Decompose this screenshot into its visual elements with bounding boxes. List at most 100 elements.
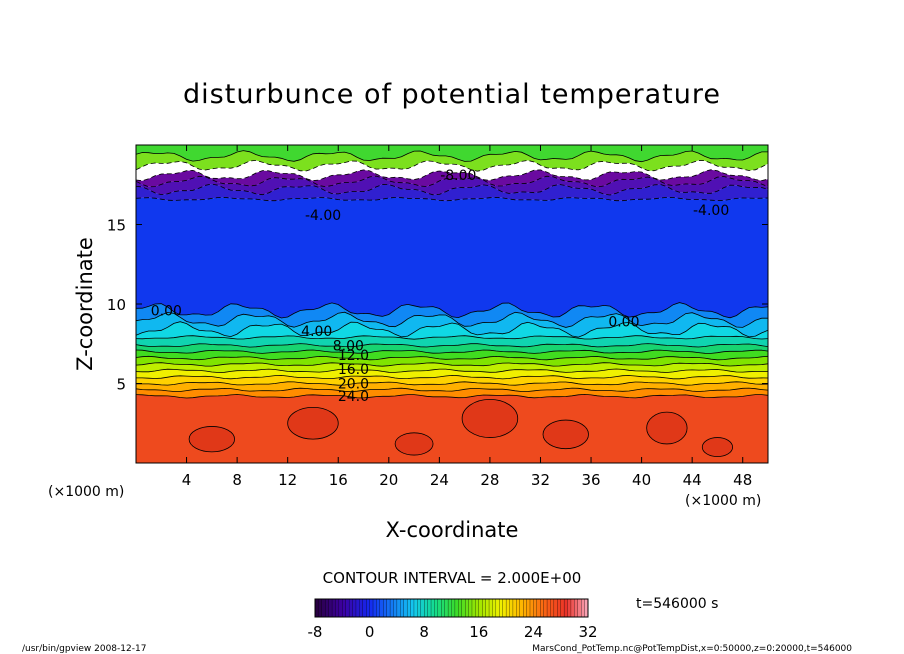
colorbar-cell-59 [516, 598, 521, 618]
colorbar-cell-72 [560, 598, 565, 618]
colorbar-cell-48 [478, 598, 483, 618]
colorbar-cell-27 [406, 598, 412, 618]
y-tick-label-2: 15 [107, 217, 126, 235]
colorbar-cell-75 [570, 598, 575, 618]
contour-line-2 [136, 387, 768, 393]
colorbar-cell-19 [379, 598, 384, 618]
perturbation-5 [646, 411, 688, 445]
x-unit-left: (×1000 m) [48, 484, 124, 500]
x-tick-label-11: 48 [733, 471, 752, 489]
band-13 [136, 197, 768, 318]
x-axis-label: X-coordinate [386, 518, 519, 542]
colorbar-cell-52 [492, 598, 497, 618]
contour-line-6 [136, 362, 768, 367]
band-14 [136, 184, 768, 201]
colorbar-cell-69 [550, 598, 555, 618]
colorbar-cell-25 [400, 598, 405, 618]
colorbar-cell-8 [342, 598, 347, 618]
colorbar-cell-32 [424, 598, 429, 618]
surface-perturbations [188, 399, 734, 458]
band-11 [136, 312, 768, 338]
colorbar-cell-40 [451, 598, 456, 618]
plot-area: -4.00 -4.00 0.00 0.00 4.008.0012.016.020.024… [136, 145, 768, 463]
colorbar-cell-53 [495, 598, 500, 618]
contour-line-16 [136, 175, 768, 188]
perturbation-3 [461, 399, 519, 438]
colorbar [314, 598, 589, 618]
contour-label-8: 20.0 [338, 377, 369, 393]
band-17 [136, 160, 768, 181]
band-8 [136, 343, 768, 354]
colorbar-cell-14 [362, 598, 367, 618]
colorbar-cell-29 [413, 598, 418, 618]
band-15 [136, 176, 768, 195]
colorbar-ticks: -8 0 8 16 24 32 [308, 623, 598, 641]
colorbar-cell-3 [325, 598, 330, 618]
colorbar-cell-41 [454, 598, 459, 618]
perturbation-2 [394, 432, 434, 456]
colorbar-tick-label-4: 24 [524, 623, 543, 641]
colorbar-cell-20 [383, 598, 388, 618]
x-tick-label-10: 44 [683, 471, 702, 489]
colorbar-cell-62 [526, 598, 531, 618]
colorbar-cell-18 [376, 598, 381, 618]
colorbar-cell-42 [458, 598, 463, 618]
band-7 [136, 350, 768, 360]
x-tick-label-1: 8 [232, 471, 242, 489]
contour-label-10: -8.00 [440, 168, 476, 184]
time-label: t=546000 s [636, 596, 718, 612]
perturbation-6 [701, 437, 734, 458]
contour-line-11 [136, 321, 768, 338]
x-tick-label-3: 16 [329, 471, 348, 489]
contour-line-5 [136, 368, 768, 373]
perturbation-4 [542, 419, 589, 450]
x-axis-ticks: 4 8 12 16 20 24 28 32 36 40 44 48 [182, 145, 752, 489]
colorbar-cell-43 [461, 598, 466, 618]
y-axis-ticks: 5 10 15 [107, 217, 768, 394]
x-tick-label-9: 40 [632, 471, 651, 489]
contour-label-5: 8.00 [333, 338, 364, 354]
contour-label-7: 16.0 [338, 362, 369, 378]
colorbar-cell-47 [475, 598, 480, 618]
colorbar-cell-4 [328, 598, 333, 618]
contour-labels: -4.00 -4.00 0.00 0.00 4.008.0012.016.020.024… [151, 168, 729, 405]
contour-line-9 [136, 343, 768, 348]
colorbar-cell-50 [485, 598, 490, 618]
colorbar-cell-21 [386, 598, 391, 618]
colorbar-cell-13 [359, 598, 364, 618]
colorbar-cell-70 [553, 598, 558, 618]
contour-line-10 [136, 335, 768, 340]
colorbar-cell-10 [348, 598, 353, 618]
band-0 [136, 394, 768, 463]
perturbation-1 [287, 406, 339, 440]
colorbar-cell-56 [505, 598, 510, 618]
colorbar-cell-63 [529, 598, 534, 618]
contour-label-6: 12.0 [338, 348, 369, 364]
x-tick-label-8: 36 [581, 471, 600, 489]
contour-line-15 [136, 183, 768, 196]
colorbar-cell-28 [410, 598, 415, 618]
contour-line-7 [136, 355, 768, 361]
band-12 [136, 302, 768, 328]
contour-line-14 [136, 196, 768, 202]
colorbar-cell-44 [464, 598, 470, 618]
colorbar-cell-67 [543, 598, 548, 618]
x-tick-label-7: 32 [531, 471, 550, 489]
band-2 [136, 381, 768, 392]
colorbar-cell-33 [427, 598, 432, 618]
colorbar-cell-22 [389, 598, 394, 618]
colorbar-cell-2 [321, 598, 326, 618]
contour-line-4 [136, 374, 768, 380]
colorbar-cell-37 [441, 598, 446, 618]
band-4 [136, 369, 768, 379]
colorbar-cell-55 [502, 598, 507, 618]
contour-line-13 [136, 302, 768, 319]
contour-label-4: 4.00 [301, 324, 332, 340]
colorbar-cell-51 [488, 598, 493, 618]
colorbar-cell-5 [331, 598, 336, 618]
colorbar-cell-15 [366, 598, 371, 618]
colorbar-cell-61 [523, 598, 528, 618]
contour-label-9: 24.0 [338, 389, 369, 405]
colorbar-tick-label-3: 16 [469, 623, 488, 641]
